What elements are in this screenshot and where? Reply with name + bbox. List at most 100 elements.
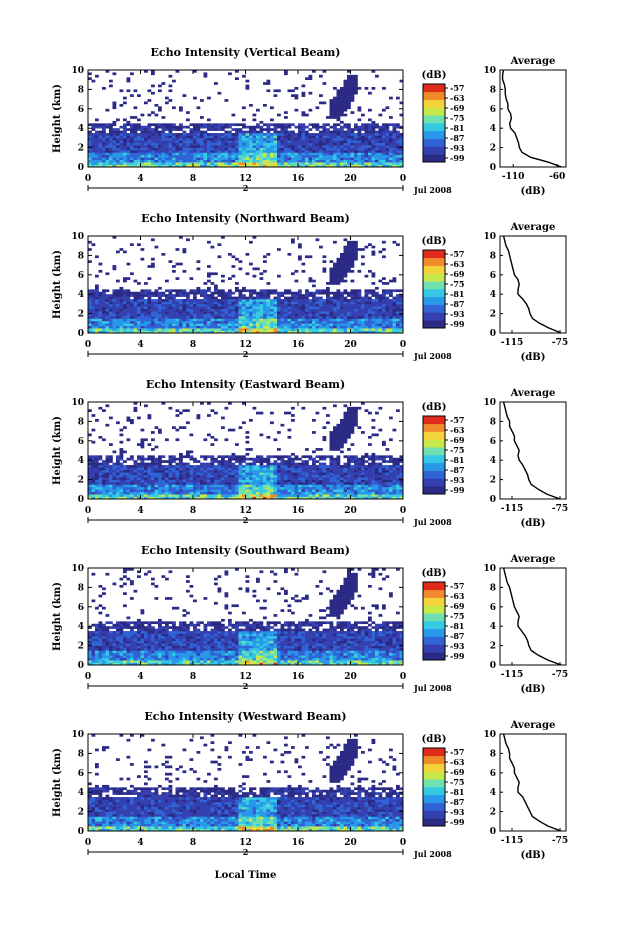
heatmap-cell xyxy=(340,145,344,148)
heatmap-cell xyxy=(144,484,148,488)
heatmap-cell xyxy=(172,128,176,131)
heatmap-cell xyxy=(172,106,176,110)
heatmap-cell xyxy=(368,125,372,129)
heatmap-cell xyxy=(368,328,372,331)
heatmap-cell xyxy=(249,474,253,478)
heatmap-cell xyxy=(112,479,117,483)
heatmap-cell xyxy=(109,494,113,497)
heatmap-cell xyxy=(270,303,274,307)
heatmap-cell xyxy=(179,145,183,148)
heatmap-cell xyxy=(329,147,334,151)
heatmap-cell xyxy=(203,140,208,144)
heatmap-cell xyxy=(175,409,180,412)
heatmap-cell xyxy=(235,496,239,500)
heatmap-cell xyxy=(154,489,159,493)
heatmap-cell xyxy=(312,125,316,129)
heatmap-cell xyxy=(144,133,148,136)
heatmap-cell xyxy=(116,130,120,134)
heatmap-cell xyxy=(98,482,103,485)
heatmap-cell xyxy=(287,316,292,319)
heatmap-cell xyxy=(193,467,197,471)
heatmap-cell xyxy=(158,328,162,331)
heatmap-cell xyxy=(123,96,127,100)
heatmap-cell xyxy=(245,469,250,473)
heatmap-cell xyxy=(154,472,159,476)
heatmap-cell xyxy=(133,477,138,480)
heatmap-cell xyxy=(196,159,201,163)
heatmap-cell xyxy=(280,328,285,331)
heatmap-cell xyxy=(378,150,383,153)
heatmap-cell xyxy=(343,164,348,168)
heatmap-cell xyxy=(217,472,222,476)
heatmap-cell xyxy=(270,137,274,141)
heatmap-cell xyxy=(333,135,337,139)
heatmap-cell xyxy=(350,291,355,295)
heatmap-cell xyxy=(364,150,369,153)
heatmap-cell xyxy=(294,494,299,497)
heatmap-cell xyxy=(109,157,113,161)
heatmap-cell xyxy=(231,113,236,117)
heatmap-cell xyxy=(109,316,113,319)
heatmap-cell xyxy=(133,482,138,485)
heatmap-cell xyxy=(350,269,355,273)
heatmap-cell xyxy=(238,467,243,471)
heatmap-cell xyxy=(259,162,264,165)
heatmap-cell xyxy=(347,79,351,83)
heatmap-cell xyxy=(119,140,124,144)
heatmap-cell xyxy=(119,325,124,329)
heatmap-cell xyxy=(361,157,365,161)
heatmap-cell xyxy=(217,330,222,334)
heatmap-cell xyxy=(102,469,106,473)
heatmap-cell xyxy=(329,108,334,112)
heatmap-cell xyxy=(287,133,292,136)
heatmap-cell xyxy=(207,118,211,122)
heatmap-cell xyxy=(172,323,176,327)
heatmap-cell xyxy=(263,313,267,317)
heatmap-cells xyxy=(88,236,404,334)
heatmap-cell xyxy=(88,162,92,165)
heatmap-cell xyxy=(238,154,243,158)
heatmap-cell xyxy=(399,137,404,141)
heatmap-cell xyxy=(200,494,204,497)
heatmap-cell xyxy=(207,494,211,497)
heatmap-cell xyxy=(196,286,201,290)
heatmap-cell xyxy=(105,460,110,463)
heatmap-cell xyxy=(378,316,383,319)
heatmap-cell xyxy=(284,320,288,324)
heatmap-cell xyxy=(382,328,386,331)
heatmap-cell xyxy=(158,159,162,163)
heatmap-cell xyxy=(133,494,138,497)
heatmap-cell xyxy=(347,106,351,110)
colorbar-tick-label: -93 xyxy=(450,143,465,153)
heatmap-cell xyxy=(154,159,159,163)
heatmap-cell xyxy=(116,133,120,136)
heatmap-cell xyxy=(189,135,194,139)
heatmap-cell xyxy=(207,462,211,466)
heatmap-cell xyxy=(133,301,138,305)
heatmap-cell xyxy=(301,294,306,297)
heatmap-cell xyxy=(182,323,187,327)
heatmap-cell xyxy=(126,145,131,148)
heatmap-cell xyxy=(333,111,337,114)
heatmap-cell xyxy=(340,142,344,146)
heatmap-cell xyxy=(266,311,271,314)
colorbar-swatch xyxy=(423,91,445,100)
heatmap-cell xyxy=(158,320,162,324)
heatmap-cell xyxy=(308,91,313,95)
heatmap-cell xyxy=(231,313,236,317)
heatmap-cell xyxy=(116,472,120,476)
heatmap-cell xyxy=(263,164,267,168)
heatmap-cell xyxy=(172,159,176,163)
heatmap-cell xyxy=(91,142,96,146)
heatmap-cell xyxy=(158,108,162,112)
heatmap-cell xyxy=(196,496,201,500)
heatmap-cell xyxy=(277,477,281,480)
heatmap-cell xyxy=(378,320,383,324)
heatmap-cell xyxy=(256,469,260,473)
heatmap-cell xyxy=(287,296,292,300)
heatmap-cell xyxy=(252,491,257,495)
heatmap-cell xyxy=(144,404,148,408)
heatmap-cell xyxy=(123,150,127,153)
heatmap-cell xyxy=(161,311,166,314)
heatmap-cell xyxy=(105,296,110,300)
